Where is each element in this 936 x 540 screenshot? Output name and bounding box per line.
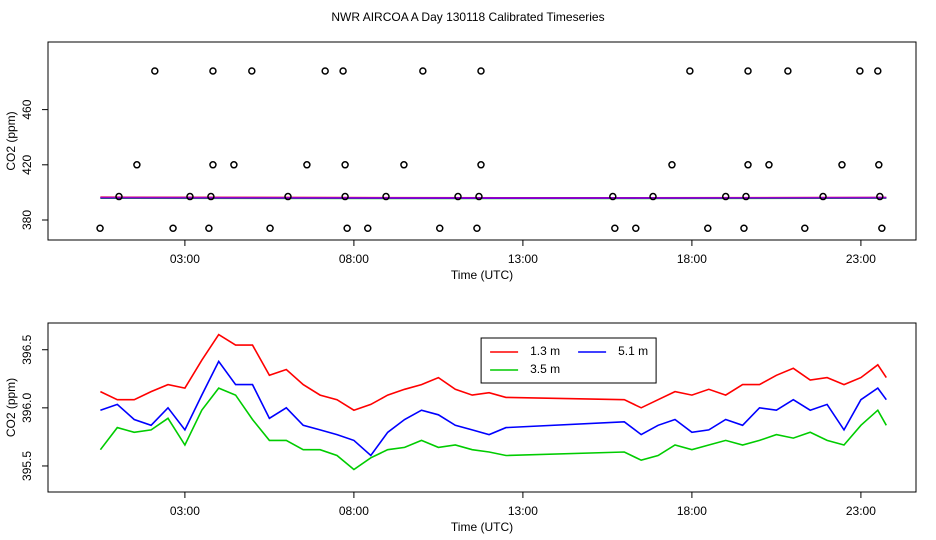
point [819,192,827,201]
legend-label: 1.3 m [530,344,560,358]
x-tick-label: 03:00 [170,504,200,518]
x-tick-label: 23:00 [846,252,876,266]
point [339,67,347,75]
x-tick-label: 23:00 [846,504,876,518]
series-line [100,359,887,457]
point [364,224,372,233]
point [856,67,864,75]
point [609,192,617,201]
point [686,67,694,75]
x-tick-label: 08:00 [339,252,369,266]
y-axis-label: CO2 (ppm) [4,111,18,170]
point [209,161,217,169]
point [205,224,213,233]
y-tick-label: 396.5 [20,334,34,364]
point [186,192,194,201]
point [801,224,809,233]
plot-frame [47,41,917,241]
y-tick-label: 396.0 [20,393,34,423]
point [838,161,846,169]
point [632,224,640,233]
point [133,161,141,169]
point [209,67,217,75]
x-tick-label: 18:00 [677,504,707,518]
point [704,224,712,233]
y-tick-label: 460 [20,99,34,119]
y-tick-label: 380 [20,210,34,230]
point [744,161,752,169]
point [477,161,485,169]
point [248,67,256,75]
y-axis-label: CO2 (ppm) [4,378,18,437]
legend-label: 5.1 m [618,344,648,358]
point [784,67,792,75]
x-axis-label: Time (UTC) [451,268,513,282]
y-tick-label: 420 [20,154,34,174]
legend-box [480,337,657,384]
point [477,67,485,75]
point [765,161,773,169]
point [475,192,483,201]
y-tick-label: 395.5 [20,451,34,481]
point [151,67,159,75]
point [740,224,748,233]
x-tick-label: 03:00 [170,252,200,266]
point [649,192,657,201]
chart-title: NWR AIRCOA A Day 130118 Calibrated Times… [331,10,604,24]
point [878,224,886,233]
point [874,67,882,75]
series-line [100,333,887,412]
x-axis-label: Time (UTC) [451,520,513,534]
point [721,192,730,201]
point [266,224,274,233]
point [115,192,123,201]
point [400,161,408,169]
x-tick-label: 13:00 [508,504,538,518]
legend-label: 3.5 m [530,362,560,376]
point [742,192,750,201]
point [169,224,177,233]
point [284,192,292,201]
series-line [99,387,887,471]
point [473,224,481,233]
point [382,192,390,201]
point [341,161,349,169]
point [230,161,238,169]
point [875,161,883,169]
x-tick-label: 13:00 [508,252,538,266]
x-tick-label: 08:00 [339,504,369,518]
point [207,192,215,201]
point [668,161,676,169]
x-tick-label: 18:00 [677,252,707,266]
point [744,67,752,75]
point [454,192,462,201]
point [303,161,311,169]
point [876,192,884,201]
point [435,224,444,233]
point [321,67,329,75]
point [96,224,104,233]
point [611,224,619,233]
point [419,67,427,75]
point [343,224,351,233]
point [341,192,349,201]
